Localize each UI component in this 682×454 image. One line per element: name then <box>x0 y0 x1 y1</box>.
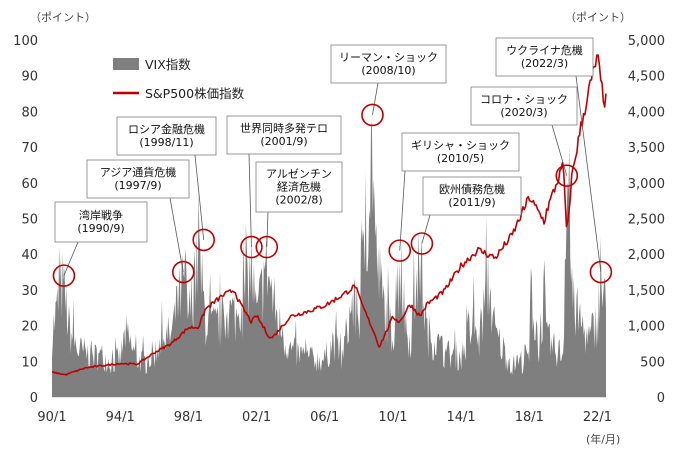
annotation-label: (2001/9) <box>260 135 307 148</box>
y-left-tick-label: 10 <box>21 355 38 370</box>
y-right-tick-label: 3,500 <box>628 141 665 156</box>
annotation-circle <box>410 232 434 255</box>
annotation-label: コロナ・ショック <box>480 93 568 106</box>
x-tick-label: 06/1 <box>310 410 339 425</box>
y-right-tick-label: 3,000 <box>628 177 665 192</box>
annotation-label: 湾岸戦争 <box>79 208 123 222</box>
x-tick-label: 02/1 <box>242 410 271 425</box>
y-right-tick-label: 500 <box>640 355 665 370</box>
annotation-label: (2002/8) <box>275 194 322 207</box>
annotation-label: リーマン・ショック <box>339 51 438 64</box>
y-left-tick-label: 20 <box>21 320 38 335</box>
annotation-leader-line <box>248 153 252 248</box>
y-left-tick-label: 40 <box>21 248 38 263</box>
y-right-tick-label: 1,500 <box>628 284 665 299</box>
annotation-label: (2010/5) <box>437 152 484 165</box>
y-right-tick-label: 2,000 <box>628 248 665 263</box>
y-left-tick-label: 90 <box>21 70 38 85</box>
annotation-label: 経済危機 <box>277 180 321 194</box>
annotation-circle <box>52 264 76 287</box>
annotation-box <box>54 201 148 243</box>
annotation-label: (1997/9) <box>114 179 161 192</box>
annotation-label: アルゼンチン <box>266 168 332 181</box>
y-left-tick-label: 60 <box>21 177 38 192</box>
annotation-box <box>330 44 447 84</box>
annotation-leader-line <box>169 197 184 273</box>
legend-vix-label: VIX指数 <box>145 57 191 72</box>
annotation-circle <box>240 235 263 259</box>
annotation-label: ギリシャ・ショック <box>411 139 510 152</box>
annotation-label: (1998/11) <box>139 136 193 149</box>
annotation-label: ロシア金融危機 <box>128 122 205 136</box>
annotation-circle <box>171 260 195 284</box>
annotation-label: (1990/9) <box>77 222 124 235</box>
y-left-tick-label: 0 <box>30 391 38 406</box>
left-axis-unit: （ポイント） <box>30 11 96 24</box>
legend-vix-swatch <box>113 58 139 70</box>
annotation-leader-line <box>421 214 431 244</box>
y-right-tick-label: 2,500 <box>628 213 665 228</box>
annotation-box <box>401 132 520 172</box>
annotation-label: ウクライナ危機 <box>506 43 583 57</box>
annotation-leader-line <box>194 154 205 240</box>
annotation-circle <box>192 228 216 252</box>
sp500-line-layer <box>51 54 607 376</box>
y-right-tick-label: 1,000 <box>628 320 665 335</box>
x-tick-label: 90/1 <box>37 410 66 425</box>
annotation-label: (2008/10) <box>361 64 415 77</box>
y-left-tick-label: 100 <box>13 34 38 49</box>
annotation-box <box>226 115 342 155</box>
y-right-tick-label: 4,000 <box>628 105 665 120</box>
annotation-box <box>422 176 522 216</box>
annotation-label: (2011/9) <box>448 196 495 209</box>
y-right-tick-label: 4,500 <box>628 70 665 85</box>
annotation-label: 世界同時多発テロ <box>240 121 328 135</box>
annotation-circle <box>589 260 613 284</box>
annotation-leader-line <box>266 211 269 248</box>
y-left-tick-label: 80 <box>21 105 38 120</box>
y-right-tick-label: 5,000 <box>628 34 665 49</box>
x-tick-label: 14/1 <box>447 410 476 425</box>
annotation-circle <box>555 164 579 187</box>
annotation-circle <box>388 239 412 262</box>
annotations-layer: 湾岸戦争(1990/9) アジア通貨危機(1997/9) ロシア金融危機(1998/… <box>52 37 613 287</box>
annotation-leader-line <box>372 82 379 116</box>
y-left-tick-label: 50 <box>21 213 38 228</box>
annotation-label: アジア通貨危機 <box>100 165 177 179</box>
y-left-tick-label: 70 <box>21 141 38 156</box>
annotation-label: 欧州債務危機 <box>439 182 505 196</box>
legend-sp500-label: S&P500株価指数 <box>145 86 245 101</box>
annotation-leader-line <box>399 170 406 251</box>
legend: VIX指数 S&P500株価指数 <box>113 57 245 101</box>
x-tick-label: 18/1 <box>515 410 544 425</box>
annotation-box <box>86 159 190 199</box>
annotation-leader-line <box>551 124 568 176</box>
x-tick-label: 98/1 <box>174 410 203 425</box>
right-axis-unit: （ポイント） <box>565 11 631 24</box>
annotation-circle <box>361 103 384 127</box>
annotation-circle <box>255 235 279 259</box>
y-left-tick-label: 30 <box>21 284 38 299</box>
annotation-box <box>255 161 343 213</box>
annotation-leader-line <box>575 75 602 273</box>
x-tick-label: 94/1 <box>106 410 135 425</box>
x-tick-label: 10/1 <box>378 410 407 425</box>
sp500-line <box>51 54 607 376</box>
x-axis-unit: (年/月) <box>586 432 620 446</box>
axes-layer: （ポイント） （ポイント） (年/月) 0 10 20 30 40 50 60 70 80 90 1… <box>13 11 665 446</box>
x-tick-label: 22/1 <box>583 410 612 425</box>
y-right-tick-label: 0 <box>657 391 665 406</box>
annotation-box <box>116 116 217 156</box>
annotation-label: (2022/3) <box>521 57 568 70</box>
annotation-leader-line <box>63 241 79 276</box>
annotation-box <box>495 37 594 77</box>
annotation-label: (2020/3) <box>500 106 547 119</box>
annotation-box <box>470 86 578 126</box>
